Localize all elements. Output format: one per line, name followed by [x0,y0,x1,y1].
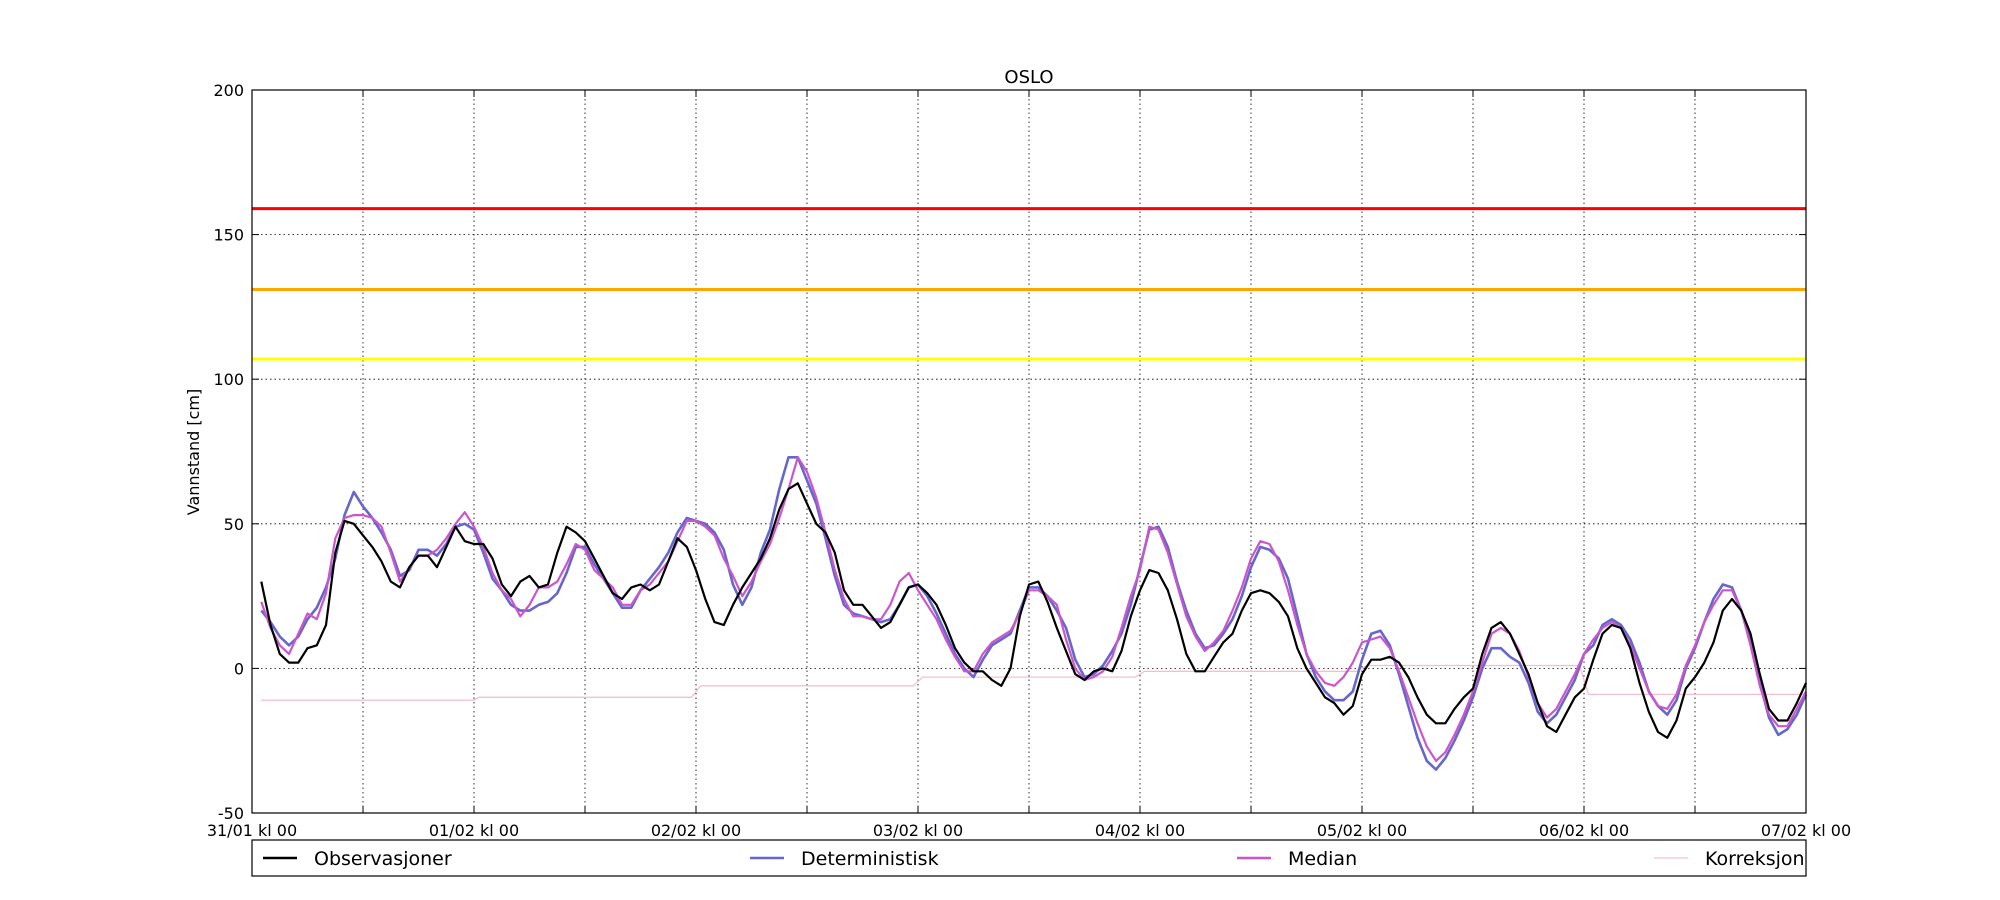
x-tick-label: 02/02 kl 00 [651,821,741,840]
x-tick-label: 04/02 kl 00 [1095,821,1185,840]
legend-label: Korreksjon [1705,848,1805,870]
x-tick-label: 31/01 kl 00 [207,821,297,840]
series-line-observasjoner [260,482,1808,739]
legend-items: Observasjoner Deterministisk Median Korreks… [263,848,1805,870]
y-tick-label: 0 [234,659,244,678]
series-line-korreksjon [261,664,1806,701]
legend-label: Observasjoner [314,848,452,870]
y-tick-label: 200 [213,81,244,100]
y-axis-label: Vannstand [cm] [184,389,203,515]
y-axis-ticks: -50 0 50 100 150 200 [213,81,1806,823]
x-tick-label: 01/02 kl 00 [429,821,519,840]
x-tick-label: 07/02 kl 00 [1761,821,1851,840]
legend-frame [251,839,1807,877]
y-tick-label: 150 [213,226,244,245]
x-axis-ticks: 31/01 kl 00 01/02 kl 00 02/02 kl 00 03/02 k… [207,90,1851,840]
x-tick-label: 06/02 kl 00 [1539,821,1629,840]
legend-label: Median [1288,848,1357,870]
legend: Observasjoner Deterministisk Median Korreks… [251,839,1807,877]
y-tick-label: 50 [224,515,244,534]
x-tick-label: 05/02 kl 00 [1317,821,1407,840]
series-line-median [260,456,1807,762]
y-tick-label: 100 [213,370,244,389]
y-tick-label: -50 [218,804,244,823]
threshold-lines [252,207,1806,361]
x-tick-label: 03/02 kl 00 [873,821,963,840]
series-lines [260,456,1808,771]
series-line-deterministisk [260,456,1808,771]
legend-label: Deterministisk [801,848,939,870]
grid-lines [252,90,1806,813]
chart-title: OSLO [1004,67,1053,88]
